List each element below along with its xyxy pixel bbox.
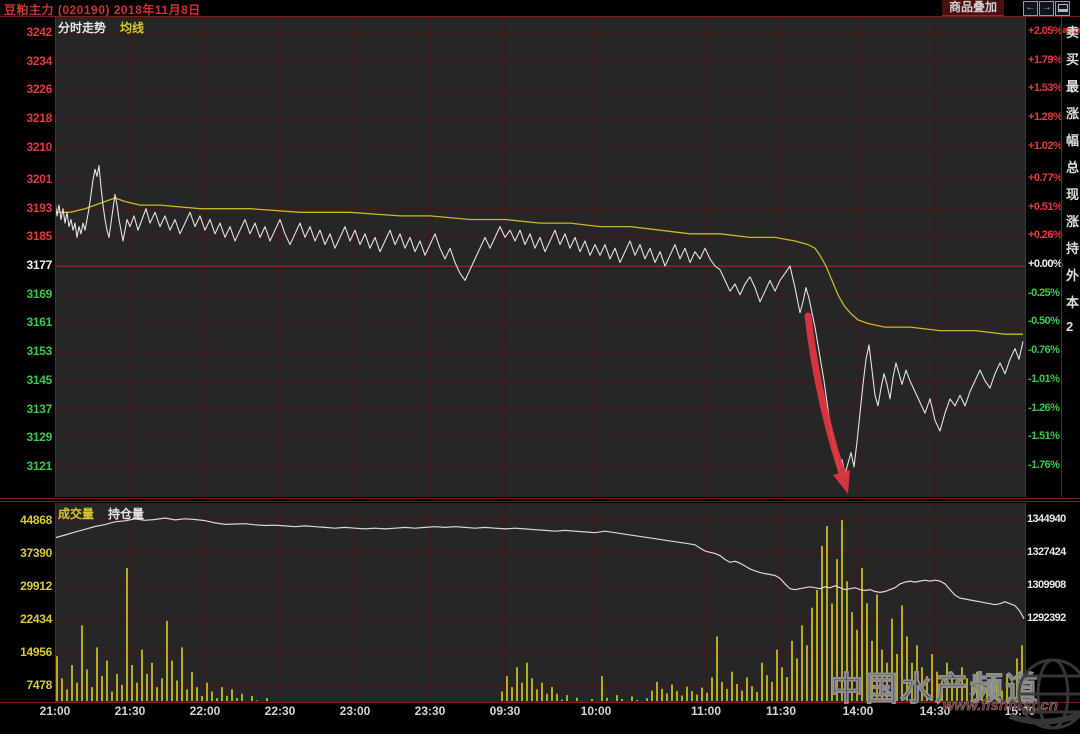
open-interest-line bbox=[55, 518, 1024, 619]
volume-tick-label: 7478 bbox=[2, 678, 52, 692]
volume-tick-label: 37390 bbox=[2, 546, 52, 560]
volume-tick-label: 29912 bbox=[2, 579, 52, 593]
back-arrow-icon[interactable]: ← bbox=[1023, 1, 1038, 16]
price-tick-label: 3121 bbox=[2, 459, 52, 473]
quote-strip-label: 涨 bbox=[1066, 103, 1079, 122]
price-tick-label: 3226 bbox=[2, 82, 52, 96]
price-tick-label: 3218 bbox=[2, 111, 52, 125]
percent-tick-label: +1.53% bbox=[1028, 82, 1062, 94]
pane-separator-line-top bbox=[0, 498, 1080, 499]
tab-minute-chart[interactable]: 分时走势 bbox=[58, 21, 106, 35]
volume-chart-svg bbox=[55, 503, 1025, 702]
right-pane-border bbox=[1025, 17, 1026, 702]
percent-tick-label: +1.79% bbox=[1028, 54, 1062, 66]
percent-tick-label: +1.02% bbox=[1028, 140, 1062, 152]
percent-tick-label: +0.26% bbox=[1028, 229, 1062, 241]
commodity-overlay-button[interactable]: 商品叠加 bbox=[942, 0, 1004, 16]
percent-tick-label: -0.25% bbox=[1028, 287, 1059, 299]
percent-tick-label: -1.76% bbox=[1028, 459, 1059, 471]
percent-tick-label: -1.26% bbox=[1028, 402, 1059, 414]
forward-arrow-icon[interactable]: → bbox=[1039, 1, 1054, 16]
price-tick-label: 3169 bbox=[2, 287, 52, 301]
open-interest-tick-label: 1344940 bbox=[1027, 513, 1066, 525]
bottom-axis-line bbox=[0, 702, 1080, 703]
time-tick-label: 14:00 bbox=[843, 704, 874, 718]
time-tick-label: 14:30 bbox=[920, 704, 951, 718]
price-tick-label: 3137 bbox=[2, 402, 52, 416]
left-pane-border bbox=[55, 17, 56, 702]
quote-strip-label: 幅 bbox=[1066, 130, 1079, 149]
window-glyph bbox=[1058, 4, 1068, 12]
quote-strip-label: 持 bbox=[1066, 238, 1079, 257]
titlebar-divider bbox=[0, 16, 1080, 17]
price-tick-label: 3153 bbox=[2, 344, 52, 358]
price-tick-label: 3185 bbox=[2, 229, 52, 243]
price-tick-label: 3242 bbox=[2, 25, 52, 39]
price-chart-svg bbox=[55, 17, 1025, 497]
quote-strip-label: 涨 bbox=[1066, 211, 1079, 230]
tab-open-interest[interactable]: 持仓量 bbox=[108, 507, 144, 521]
time-tick-label: 11:30 bbox=[766, 704, 796, 718]
percent-tick-label: +1.28% bbox=[1028, 111, 1062, 123]
quote-strip-label: 卖 bbox=[1066, 22, 1079, 41]
volume-tick-label: 14956 bbox=[2, 645, 52, 659]
price-tick-label: 3234 bbox=[2, 54, 52, 68]
crash-arrow-head bbox=[833, 470, 850, 494]
time-tick-label: 21:30 bbox=[115, 704, 146, 718]
time-tick-label: 21:00 bbox=[40, 704, 71, 718]
time-tick-label: 09:30 bbox=[490, 704, 521, 718]
price-tick-label: 3145 bbox=[2, 373, 52, 387]
price-tick-label: 3177 bbox=[2, 258, 52, 272]
quote-strip-label: 买 bbox=[1066, 49, 1079, 68]
price-tick-label: 3129 bbox=[2, 430, 52, 444]
percent-tick-label: +0.00% bbox=[1028, 258, 1062, 270]
volume-tick-label: 44868 bbox=[2, 513, 52, 527]
price-tick-label: 3210 bbox=[2, 140, 52, 154]
price-tick-label: 3193 bbox=[2, 201, 52, 215]
percent-tick-label: -0.50% bbox=[1028, 315, 1059, 327]
price-tick-label: 3201 bbox=[2, 172, 52, 186]
percent-tick-label: -1.51% bbox=[1028, 430, 1059, 442]
price-tick-label: 3161 bbox=[2, 315, 52, 329]
percent-tick-label: +0.77% bbox=[1028, 172, 1062, 184]
quote-strip-label: 本 bbox=[1066, 292, 1079, 311]
volume-tick-label: 22434 bbox=[2, 612, 52, 626]
price-line bbox=[55, 166, 1023, 474]
time-tick-label: 10:00 bbox=[581, 704, 612, 718]
time-tick-label: 22:30 bbox=[265, 704, 296, 718]
time-tick-label: 11:00 bbox=[691, 704, 721, 718]
futures-minute-chart-app: { "title_bar": { "title": "豆粕主力 (020190)… bbox=[0, 0, 1080, 719]
title-bar: 豆粕主力 (020190) 2018年11月8日 bbox=[0, 0, 1080, 16]
percent-tick-label: -0.76% bbox=[1028, 344, 1059, 356]
price-pane bbox=[55, 17, 1025, 497]
tab-volume[interactable]: 成交量 bbox=[58, 507, 94, 521]
pane-separator-line-bottom bbox=[0, 501, 1080, 502]
percent-tick-label: +2.05% bbox=[1028, 25, 1062, 37]
quote-strip-label: 总 bbox=[1066, 157, 1079, 176]
time-tick-label: 23:00 bbox=[340, 704, 371, 718]
window-icon[interactable] bbox=[1055, 1, 1070, 16]
crash-arrow-annotation bbox=[808, 316, 842, 473]
price-pane-tabs: 分时走势均线 bbox=[58, 19, 144, 36]
open-interest-tick-label: 1309908 bbox=[1027, 579, 1066, 591]
time-tick-label: 22:00 bbox=[190, 704, 221, 718]
quote-strip-label: 最 bbox=[1066, 76, 1079, 95]
right-strip-border bbox=[1061, 17, 1062, 497]
quote-strip-label: 2 bbox=[1066, 319, 1073, 334]
volume-pane bbox=[55, 503, 1025, 702]
percent-tick-label: +0.51% bbox=[1028, 201, 1062, 213]
open-interest-tick-label: 1327424 bbox=[1027, 546, 1066, 558]
open-interest-tick-label: 1292392 bbox=[1027, 612, 1066, 624]
percent-tick-label: -1.01% bbox=[1028, 373, 1059, 385]
time-tick-label: 15:00 bbox=[1005, 704, 1036, 718]
quote-strip-label: 现 bbox=[1066, 184, 1079, 203]
volume-pane-tabs: 成交量持仓量 bbox=[58, 505, 158, 522]
time-tick-label: 23:30 bbox=[415, 704, 446, 718]
quote-strip-label: 外 bbox=[1066, 265, 1079, 284]
tab-moving-average[interactable]: 均线 bbox=[120, 21, 144, 35]
